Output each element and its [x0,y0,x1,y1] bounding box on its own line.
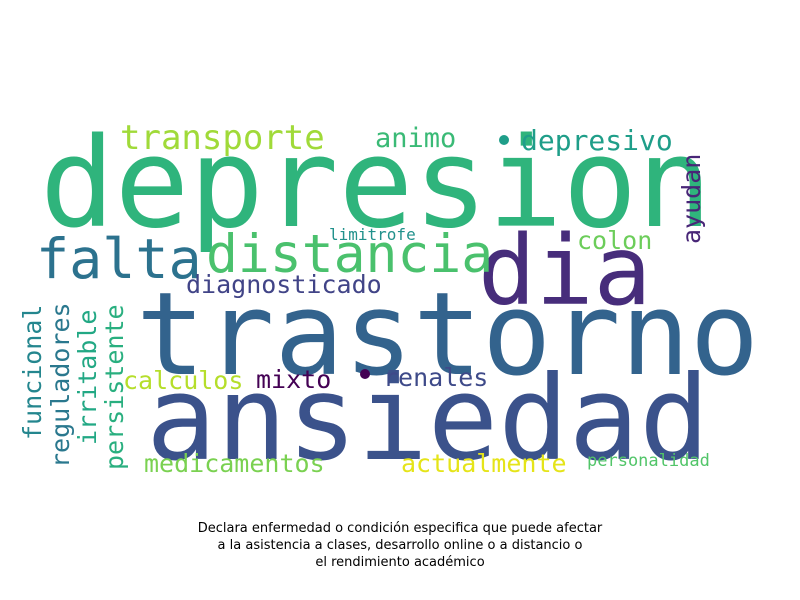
word-personalidad: personalidad [587,451,710,471]
word-calculos: calculos [123,366,244,395]
dot-near-depresivo [499,135,509,145]
word-limitrofe: limitrofe [329,225,416,244]
word-funcional: funcional [18,304,47,440]
word-mixto: mixto [256,365,332,394]
word-medicamentos: medicamentos [144,449,325,478]
word-falta: falta [36,227,202,291]
word-transporte: transporte [120,118,325,158]
word-irritable: irritable [73,309,102,445]
word-ayudan: ayudan [677,153,706,244]
caption-line-2: a la asistencia a clases, desarrollo onl… [217,538,583,553]
caption: Declara enfermedad o condición especific… [100,520,700,571]
word-reguladores: reguladores [46,302,75,468]
word-depresivo: depresivo [521,124,673,157]
word-trastorno: trastorno [136,268,760,402]
dot-near-mixto [360,369,370,379]
word-persistente: persistente [100,304,129,470]
word-dia: dia [478,215,652,327]
word-ansiedad: ansiedad [146,350,710,487]
word-actualmente: actualmente [401,449,567,478]
word-animo: animo [375,123,457,154]
word-colon: colon [577,226,653,255]
caption-line-1: Declara enfermedad o condición especific… [197,521,603,536]
word-depresion: depresion [40,112,712,256]
word-distancia: distancia [206,224,494,285]
caption-line-3: el rendimiento académico [315,555,485,570]
word-diagnosticado: diagnosticado [186,270,382,299]
word-renales: renales [383,363,489,392]
